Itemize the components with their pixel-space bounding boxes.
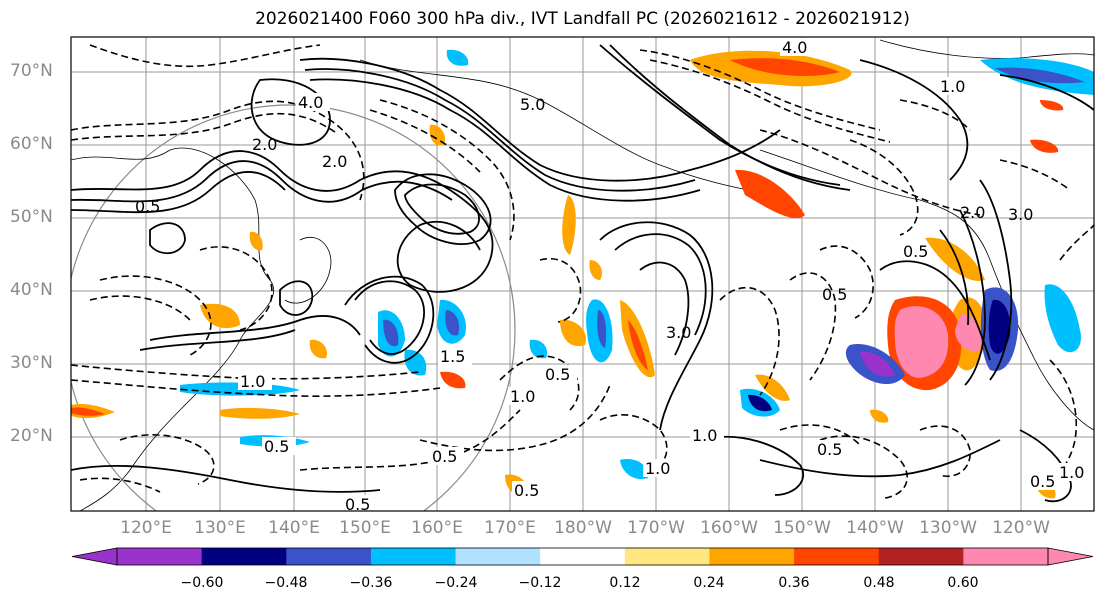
lat-label-30n: 30°N	[10, 353, 53, 373]
colorbar-extend-high	[1047, 547, 1094, 566]
lat-label-60n: 60°N	[10, 134, 53, 154]
colorbar-segment	[794, 548, 880, 565]
contour-label: 1.0	[240, 372, 265, 391]
colorbar-tick-label: −0.24	[434, 575, 478, 591]
map-frame	[70, 36, 1095, 512]
colorbar-segment	[455, 548, 541, 565]
lat-label-70n: 70°N	[10, 61, 53, 81]
lon-label: 130°E	[194, 518, 246, 538]
colorbar-segment	[709, 548, 795, 565]
lon-label: 120°E	[120, 518, 172, 538]
contour-label: 0.5	[1030, 472, 1055, 491]
contour-label: 0.5	[345, 495, 370, 514]
contour-label: 2.0	[252, 135, 277, 154]
colorbar-tick-label: 0.48	[863, 575, 895, 591]
colorbar-segment	[540, 548, 626, 565]
contour-label: 1.0	[510, 387, 535, 406]
contour-label: 2.0	[322, 152, 347, 171]
lon-label: 160°W	[700, 518, 758, 538]
contour-label: 0.5	[817, 440, 842, 459]
colorbar-tick-label: −0.12	[518, 575, 562, 591]
colorbar	[71, 547, 1094, 566]
colorbar-tick-label: 0.24	[693, 575, 725, 591]
colorbar-border	[116, 547, 1049, 566]
contour-label-layer: 4.0 4.0 2.0 2.0 1.0 1.0 0.5 0.5 0.5 0.5 …	[135, 38, 1091, 514]
contour-label: 4.0	[782, 38, 807, 57]
colorbar-segment	[201, 548, 287, 565]
contour-label: 3.0	[1008, 205, 1033, 224]
lon-label: 180°W	[554, 518, 612, 538]
colorbar-tick-label: −0.60	[180, 575, 224, 591]
contour-label: 1.0	[1059, 463, 1084, 482]
contour-label: 0.5	[514, 481, 539, 500]
lon-label: 170°W	[627, 518, 685, 538]
contour-label: 2.0	[960, 203, 985, 222]
lon-label: 140°W	[846, 518, 904, 538]
map-title: 2026021400 F060 300 hPa div., IVT Landfa…	[255, 9, 910, 29]
lon-label: 170°E	[484, 518, 536, 538]
contour-label: 1.0	[940, 77, 965, 96]
contour-label: 1.5	[440, 347, 465, 366]
lon-label: 140°E	[268, 518, 320, 538]
lat-label-50n: 50°N	[10, 207, 53, 227]
contour-label: 1.0	[692, 426, 717, 445]
colorbar-tick-label: 0.12	[609, 575, 641, 591]
colorbar-tick-label: −0.48	[264, 575, 308, 591]
contour-label: 5.0	[520, 95, 545, 114]
colorbar-segment	[963, 548, 1049, 565]
colorbar-segment	[286, 548, 372, 565]
contour-label: 0.5	[135, 197, 160, 216]
colorbar-segment	[624, 548, 710, 565]
colorbar-tick-label: −0.36	[349, 575, 393, 591]
colorbar-segment	[117, 548, 203, 565]
contour-label: 1.0	[645, 459, 670, 478]
colorbar-tick-label: 0.60	[947, 575, 979, 591]
graticule	[71, 37, 1094, 511]
lat-label-20n: 20°N	[10, 426, 53, 446]
contour-label: 0.5	[264, 437, 289, 456]
lon-label: 150°E	[339, 518, 391, 538]
lat-label-40n: 40°N	[10, 280, 53, 300]
lon-label: 150°W	[773, 518, 831, 538]
lon-label: 160°E	[411, 518, 463, 538]
colorbar-segment	[878, 548, 964, 565]
landfall-radius-circle	[71, 104, 516, 511]
contour-label: 0.5	[822, 285, 847, 304]
colorbar-tick-label: 0.36	[778, 575, 810, 591]
contour-label: 0.5	[432, 447, 457, 466]
contour-label: 0.5	[903, 242, 928, 261]
lon-label: 120°W	[992, 518, 1050, 538]
colorbar-segment	[370, 548, 457, 565]
contour-label: 0.5	[545, 365, 570, 384]
lon-label: 130°W	[919, 518, 977, 538]
contour-label: 4.0	[298, 93, 323, 112]
colorbar-extend-low	[71, 547, 118, 566]
contour-label: 3.0	[666, 323, 691, 342]
